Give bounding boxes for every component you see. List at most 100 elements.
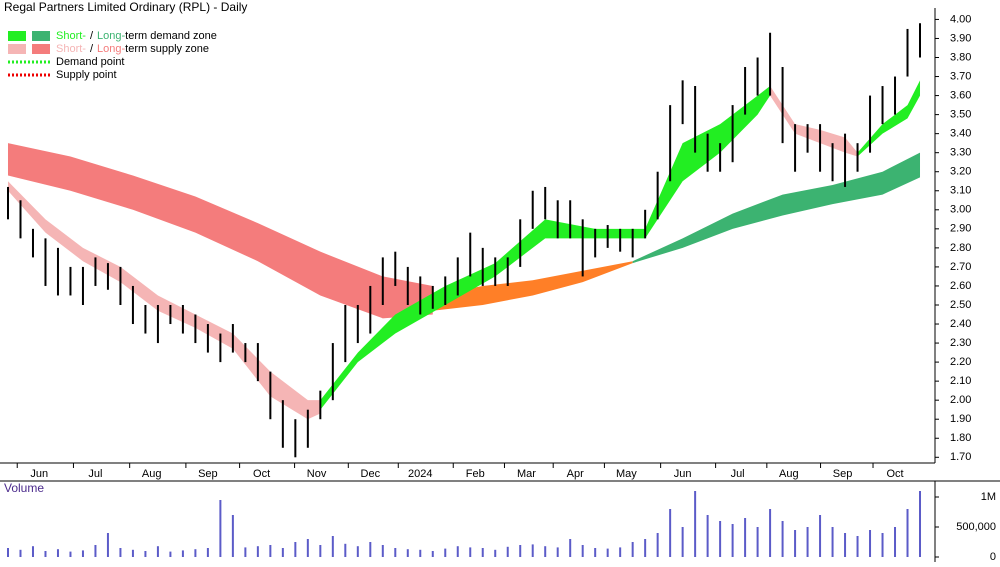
x-tick-label: Sep (833, 468, 853, 480)
y-tick-label: 2.00 (950, 394, 971, 406)
chart-title: Regal Partners Limited Ordinary (RPL) - … (4, 0, 247, 14)
zone (7, 181, 321, 420)
volume-bar (756, 527, 759, 557)
x-tick-label: Jun (30, 468, 48, 480)
x-tick-label: Aug (779, 468, 799, 480)
x-tick-label: Mar (517, 468, 536, 480)
legend-label: Short- / Long-term demand zone (56, 30, 217, 42)
x-tick-label: May (616, 468, 637, 480)
y-tick-label: 3.40 (950, 128, 971, 140)
y-tick-label: 4.00 (950, 13, 971, 25)
zone (770, 86, 858, 157)
volume-bar (356, 546, 359, 557)
volume-bar (119, 548, 122, 557)
volume-bar (856, 536, 859, 557)
volume-bar (631, 542, 634, 557)
volume-title: Volume (4, 481, 44, 495)
volume-bar (44, 551, 47, 557)
y-tick-label: 1.80 (950, 432, 971, 444)
volume-bar (794, 530, 797, 557)
volume-bar (219, 500, 222, 557)
y-tick-label: 3.10 (950, 185, 971, 197)
volume-bar (656, 533, 659, 557)
volume-bar (269, 545, 272, 557)
legend-swatch (32, 31, 50, 41)
x-tick-label: Dec (361, 468, 381, 480)
x-tick-label: Aug (142, 468, 162, 480)
volume-bar (431, 551, 434, 557)
volume-bar (619, 547, 622, 557)
volume-bar (31, 546, 34, 557)
volume-bar (406, 549, 409, 557)
y-tick-label: 3.50 (950, 109, 971, 121)
legend-label: Demand point (56, 56, 125, 68)
volume-bar (594, 548, 597, 557)
volume-bar (181, 550, 184, 557)
volume-bar (19, 549, 22, 557)
y-tick-label: 2.20 (950, 356, 971, 368)
volume-bar (669, 509, 672, 557)
y-tick-label: 3.30 (950, 147, 971, 159)
y-tick-label: 1.90 (950, 413, 971, 425)
volume-bar (106, 533, 109, 557)
volume-bar (169, 551, 172, 557)
y-tick-label: 2.60 (950, 280, 971, 292)
y-tick-label: 2.10 (950, 375, 971, 387)
volume-bar (906, 509, 909, 557)
volume-bar (569, 539, 572, 557)
volume-bar (606, 548, 609, 557)
legend-part: Short- (56, 30, 86, 42)
volume-bar (156, 546, 159, 557)
legend-label: Short- / Long-term supply zone (56, 43, 209, 55)
legend-part: term demand zone (125, 30, 217, 42)
volume-bar (881, 533, 884, 557)
volume-bar (706, 515, 709, 557)
volume-bar (419, 549, 422, 557)
legend-swatch (32, 44, 50, 54)
volume-bar (144, 551, 147, 557)
volume-bar (769, 509, 772, 557)
zone (857, 80, 921, 157)
legend-label: Supply point (56, 69, 117, 81)
volume-bar (194, 549, 197, 557)
volume-bar (244, 547, 247, 557)
volume-bar (94, 545, 97, 557)
volume-bar (919, 491, 922, 557)
volume-bar (319, 545, 322, 557)
volume-bar (369, 542, 372, 557)
volume-bar (831, 527, 834, 557)
volume-bar (694, 491, 697, 557)
x-tick-label: Jul (731, 468, 745, 480)
volume-bar (331, 536, 334, 557)
y-tick-label: 3.60 (950, 89, 971, 101)
volume-bar (469, 547, 472, 557)
y-tick-label: 3.70 (950, 70, 971, 82)
volume-tick-label: 1M (981, 491, 996, 503)
volume-bar (206, 548, 209, 557)
volume-bar (719, 521, 722, 557)
volume-bar (394, 548, 397, 557)
x-tick-label: Nov (307, 468, 327, 480)
volume-bar (531, 544, 534, 557)
legend-part: Long- (97, 30, 125, 42)
volume-bar (131, 549, 134, 557)
volume-bar (844, 533, 847, 557)
volume-bar (381, 545, 384, 557)
volume-bar (481, 548, 484, 557)
volume-bar (644, 539, 647, 557)
legend-part: Short- (56, 43, 86, 55)
x-tick-label: Jun (674, 468, 692, 480)
volume-bar (294, 542, 297, 557)
volume-bar (456, 546, 459, 557)
y-tick-label: 2.40 (950, 318, 971, 330)
y-tick-label: 2.70 (950, 261, 971, 273)
zone (320, 86, 771, 410)
x-tick-label: Sep (198, 468, 218, 480)
volume-bar (519, 545, 522, 557)
volume-bar (681, 527, 684, 557)
legend-swatch (8, 44, 26, 54)
volume-bar (781, 521, 784, 557)
volume-bar (6, 548, 9, 557)
volume-bar (744, 518, 747, 557)
volume-bar (444, 548, 447, 557)
